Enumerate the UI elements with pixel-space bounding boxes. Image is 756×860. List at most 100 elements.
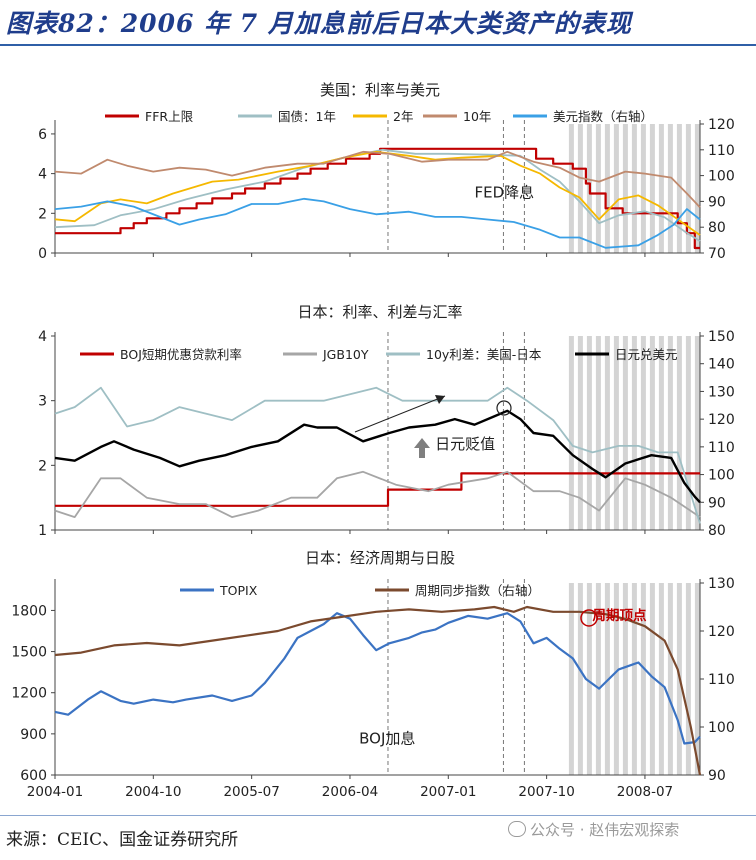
recession-stripe <box>568 124 574 253</box>
y-tick-label: 0 <box>38 246 47 262</box>
x-tick-label: 2007-01 <box>420 784 476 800</box>
legend-label: 周期同步指数（右轴） <box>415 583 540 598</box>
series-line-2 <box>54 605 702 776</box>
recession-stripe <box>595 583 601 775</box>
legend-label: FFR上限 <box>145 109 194 124</box>
y2-tick-label: 80 <box>708 220 726 236</box>
recession-stripe <box>622 583 628 775</box>
y2-tick-label: 70 <box>708 246 726 262</box>
recession-stripe <box>604 336 610 530</box>
series-line-4 <box>54 409 701 504</box>
legend-label: 日元兑美元 <box>615 347 678 362</box>
y-tick-label: 2 <box>38 458 47 474</box>
y2-tick-label: 100 <box>708 720 735 736</box>
source-rule <box>0 815 756 816</box>
recession-stripe <box>586 583 592 775</box>
recession-stripe <box>676 336 682 530</box>
y-tick-label: 1800 <box>11 603 47 619</box>
series-line-2 <box>54 470 701 518</box>
recession-stripe <box>667 124 673 253</box>
y2-tick-label: 80 <box>708 523 726 539</box>
y-tick-label: 2 <box>38 206 47 222</box>
y2-tick-label: 150 <box>708 329 735 345</box>
recession-stripe <box>613 583 619 775</box>
legend-label: 10y利差：美国-日本 <box>426 347 542 362</box>
recession-stripe <box>568 336 574 530</box>
recession-stripe <box>658 124 664 253</box>
chart-panel-1: 0 2 4 6 70 80 90 100 110 120 美国：利率与美元 FFR上限 国债：1年 2年 1… <box>38 81 735 262</box>
cycle-peak-circle <box>580 609 598 627</box>
y2-tick-label: 120 <box>708 117 735 133</box>
chart-panel-3: 600 900 1200 1500 1800 90 100 110 120 130 日本：经济周期与… <box>11 549 734 784</box>
y-tick-label: 4 <box>38 167 47 183</box>
y2-tick-label: 120 <box>708 624 735 640</box>
recession-stripe <box>586 336 592 530</box>
x-tick-label: 2004-10 <box>125 784 181 800</box>
y-tick-label: 600 <box>20 768 47 784</box>
trend-arrow <box>354 395 446 433</box>
legend-label: 2年 <box>393 109 413 124</box>
recession-stripe <box>694 583 700 775</box>
series-line-1 <box>55 147 700 250</box>
y2-tick-label: 100 <box>708 169 735 185</box>
y2-tick-label: 110 <box>708 143 735 159</box>
y2-tick-label: 130 <box>708 576 735 592</box>
recession-stripe <box>613 336 619 530</box>
charts-canvas: 0 2 4 6 70 80 90 100 110 120 美国：利率与美元 FFR上限 国债：1年 2年 1… <box>11 81 735 800</box>
recession-stripe <box>631 124 637 253</box>
annotation-label: BOJ加息 <box>359 729 415 747</box>
x-tick-label: 2007-10 <box>518 784 574 800</box>
y2-tick-label: 90 <box>708 768 726 784</box>
trend-arrowhead <box>435 395 445 404</box>
recession-stripe <box>676 124 682 253</box>
panel-title: 日本：利率、利差与汇率 <box>297 303 462 321</box>
y-tick-label: 900 <box>20 727 47 743</box>
legend-label: BOJ短期优惠贷款利率 <box>120 347 242 362</box>
recession-stripe <box>595 336 601 530</box>
legend-label: 10年 <box>463 109 491 124</box>
y2-tick-label: 90 <box>708 495 726 511</box>
recession-stripe <box>685 124 691 253</box>
recession-stripe <box>694 124 700 253</box>
recession-stripe <box>640 583 646 775</box>
annotation-label: FED降息 <box>475 183 535 201</box>
recession-stripe <box>622 336 628 530</box>
legend-label: TOPIX <box>219 583 258 598</box>
recession-stripe <box>658 336 664 530</box>
recession-stripe <box>658 583 664 775</box>
series-line-3 <box>54 150 701 236</box>
recession-stripe <box>577 124 583 253</box>
figure-title: 图表82：2006 年 7 月加息前后日本大类资产的表现 <box>6 9 632 38</box>
recession-stripe <box>667 583 673 775</box>
wechat-icon <box>508 821 526 837</box>
y-tick-label: 6 <box>38 127 47 143</box>
y2-tick-label: 100 <box>708 468 735 484</box>
series-line-5 <box>54 197 701 249</box>
series-line-2 <box>54 148 701 242</box>
recession-stripe <box>622 124 628 253</box>
y2-tick-label: 130 <box>708 384 735 400</box>
recession-stripe <box>631 336 637 530</box>
legend-label: 国债：1年 <box>278 109 336 124</box>
y-tick-label: 1 <box>38 523 47 539</box>
recession-stripe <box>568 583 574 775</box>
watermark-text: 公众号 · 赵伟宏观探索 <box>530 821 680 839</box>
y2-tick-label: 110 <box>708 440 735 456</box>
y-tick-label: 1200 <box>11 686 47 702</box>
panel-title: 美国：利率与美元 <box>320 81 440 99</box>
recession-stripe <box>577 336 583 530</box>
legend-label: JGB10Y <box>322 347 369 362</box>
y-tick-label: 1500 <box>11 645 47 661</box>
y2-tick-label: 140 <box>708 357 735 373</box>
series-line-1 <box>54 612 701 745</box>
recession-stripe <box>631 583 637 775</box>
recession-stripe <box>595 124 601 253</box>
recession-stripe <box>649 583 655 775</box>
x-tick-label: 2004-01 <box>27 784 83 800</box>
annotation-label: 日元贬值 <box>435 435 495 453</box>
y-tick-label: 3 <box>38 394 47 410</box>
recession-stripe <box>604 124 610 253</box>
peak-circle <box>496 400 512 416</box>
up-arrow-icon <box>414 438 430 458</box>
recession-stripe <box>649 124 655 253</box>
